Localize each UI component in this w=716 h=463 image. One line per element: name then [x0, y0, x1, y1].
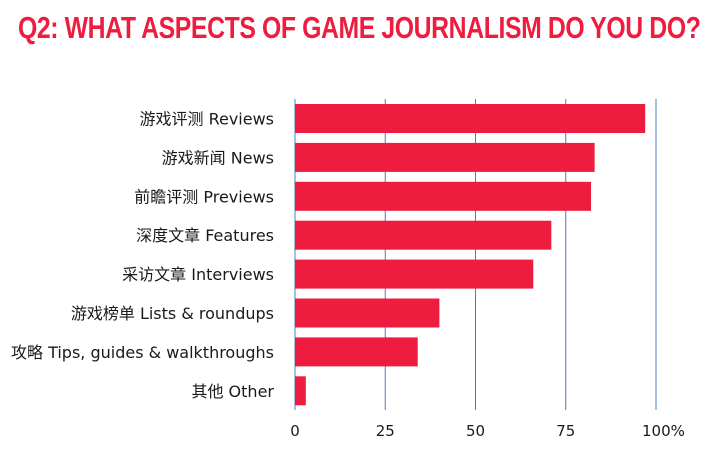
- bar-7: [295, 376, 306, 406]
- bar-6: [295, 337, 418, 367]
- x-tick-label: 75: [556, 422, 575, 440]
- category-label: 游戏评测 Reviews: [139, 110, 274, 129]
- bar-0: [295, 104, 646, 133]
- category-labels: 游戏评测 Reviews 游戏新闻 News 前瞻评测 Previews 深度文章 F…: [11, 110, 274, 401]
- category-label: 其他 Other: [191, 382, 274, 401]
- category-label: 攻略 Tips, guides & walkthroughs: [11, 343, 274, 362]
- x-tick-labels: 0 25 50 75 100%: [290, 422, 685, 440]
- bar-2: [295, 181, 592, 211]
- chart-title: Q2: WHAT ASPECTS OF GAME JOURNALISM DO Y…: [18, 10, 701, 45]
- category-label: 游戏榜单 Lists & roundups: [71, 304, 274, 323]
- x-tick-label: 50: [466, 422, 485, 440]
- category-label: 前瞻评测 Previews: [134, 187, 274, 206]
- category-label: 游戏新闻 News: [162, 148, 274, 167]
- bar-3: [295, 220, 552, 250]
- category-label: 深度文章 Features: [136, 226, 274, 245]
- bar-1: [295, 142, 595, 172]
- x-tick-label: 25: [376, 422, 395, 440]
- bars: [295, 104, 646, 406]
- x-tick-label: 100%: [642, 422, 685, 440]
- x-tick-label: 0: [290, 422, 300, 440]
- category-label: 采访文章 Interviews: [122, 265, 274, 284]
- bar-4: [295, 259, 534, 289]
- bar-5: [295, 298, 440, 328]
